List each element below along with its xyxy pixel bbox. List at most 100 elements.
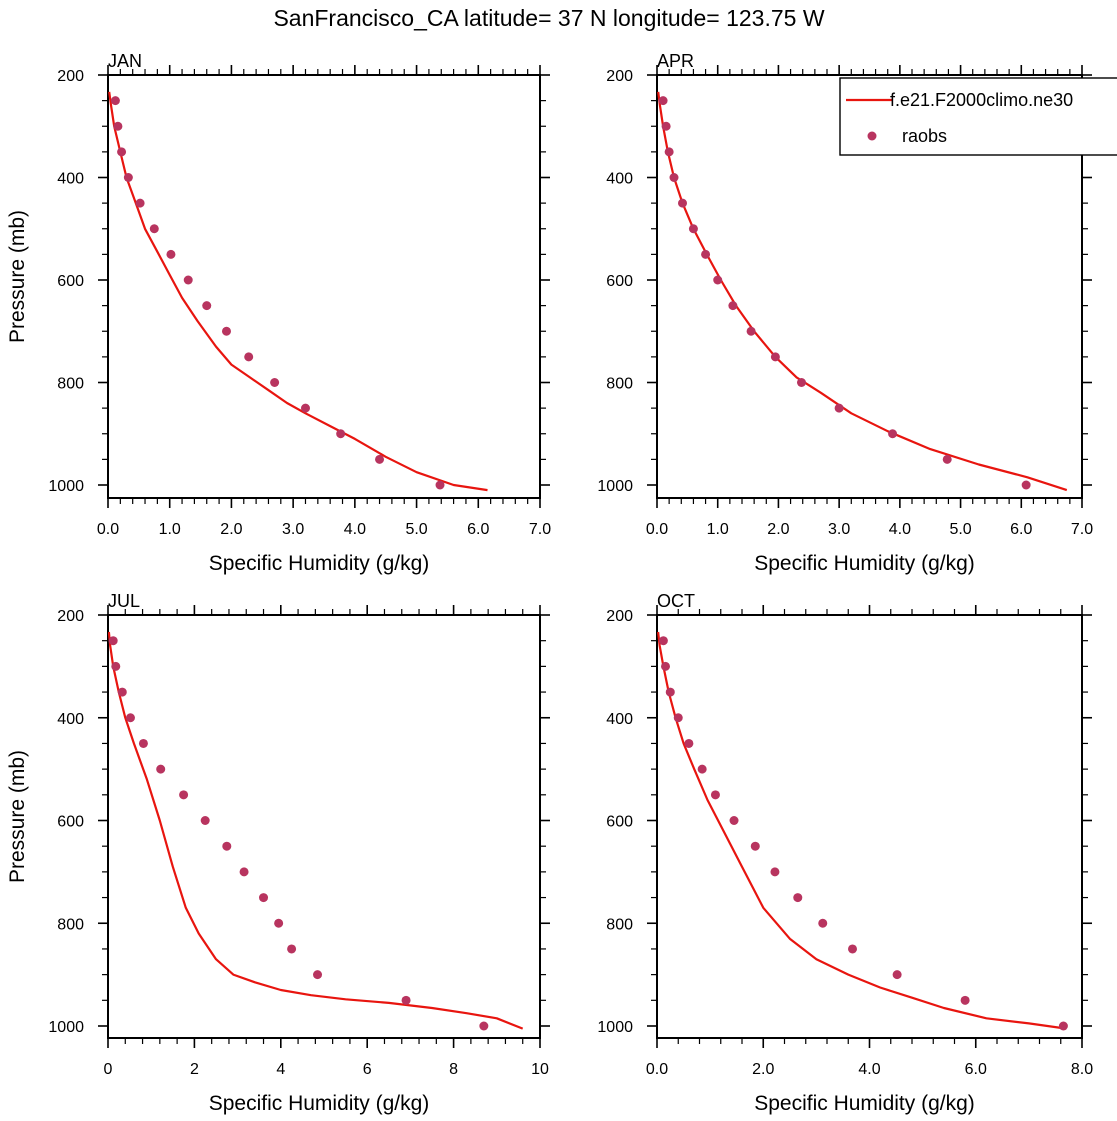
y-axis-title: Pressure (mb) (6, 210, 29, 343)
raobs-point (125, 713, 135, 723)
raobs-point (661, 121, 671, 131)
raobs-point (665, 687, 675, 697)
raobs-point (202, 301, 212, 311)
x-tick-label: 3.0 (282, 521, 304, 538)
raobs-point (259, 893, 269, 903)
raobs-point (117, 687, 127, 697)
raobs-point (684, 738, 694, 748)
legend-obs-label: raobs (902, 126, 947, 146)
y-tick-label: 600 (606, 273, 633, 290)
raobs-point (166, 249, 176, 259)
model-profile-line (657, 631, 1067, 1030)
y-axis-title: Pressure (mb) (6, 750, 29, 883)
y-tick-label: 600 (57, 273, 84, 290)
x-tick-label: 4.0 (344, 521, 366, 538)
y-tick-label: 400 (57, 171, 84, 188)
raobs-point (669, 173, 679, 182)
raobs-point (179, 790, 189, 800)
x-tick-label: 4.0 (889, 521, 911, 538)
x-tick-label: 10 (531, 1061, 549, 1078)
panels-group: JAN 200 400 600 800 1000 0.0 1.0 2.0 3.0 4.0 5.0 6.0… (6, 51, 1093, 1115)
x-tick-label: 7.0 (529, 521, 551, 538)
raobs-point (113, 121, 123, 131)
y-tick-label: 800 (57, 916, 84, 933)
raobs-point (300, 403, 310, 413)
y-tick-label: 1000 (48, 1019, 84, 1036)
raobs-point (728, 301, 738, 311)
model-profile-line (108, 91, 488, 492)
legend: f.e21.F2000climo.ne30 raobs (839, 77, 1117, 156)
x-tick-label: 3.0 (828, 521, 850, 538)
raobs-point (746, 326, 756, 336)
raobs-point (221, 326, 231, 336)
x-tick-label: 6 (363, 1061, 372, 1078)
y-tick-label: 200 (606, 608, 633, 625)
raobs-point (200, 816, 210, 825)
raobs-point (793, 893, 803, 903)
x-tick-label: 8.0 (1071, 1061, 1093, 1078)
y-tick-label: 800 (57, 376, 84, 393)
panel-label: OCT (657, 591, 695, 611)
y-tick-label: 1000 (597, 1019, 633, 1036)
x-tick-label: 7.0 (1071, 521, 1093, 538)
x-tick-label: 1.0 (159, 521, 181, 538)
legend-box (839, 77, 1117, 156)
raobs-point (658, 636, 668, 646)
x-axis-title: Specific Humidity (g/kg) (754, 552, 975, 575)
raobs-point (673, 713, 683, 723)
x-tick-label: 2.0 (752, 1061, 774, 1078)
x-tick-label: 0 (104, 1061, 113, 1078)
legend-model-label: f.e21.F2000climo.ne30 (890, 90, 1073, 110)
raobs-point (123, 173, 133, 182)
x-tick-label: 6.0 (1010, 521, 1032, 538)
raobs-point (222, 841, 232, 851)
y-tick-label: 400 (606, 171, 633, 188)
raobs-point (688, 224, 698, 234)
x-tick-label: 6.0 (467, 521, 489, 538)
raobs-point (479, 1021, 489, 1031)
raobs-point (156, 764, 166, 774)
raobs-point (111, 661, 121, 671)
x-tick-label: 5.0 (405, 521, 427, 538)
raobs-point (710, 790, 720, 800)
raobs-point (274, 918, 284, 928)
raobs-point (658, 96, 668, 106)
x-tick-label: 5.0 (949, 521, 971, 538)
raobs-point (888, 429, 898, 439)
raobs-point (770, 352, 780, 362)
x-tick-label: 2.0 (220, 521, 242, 538)
raobs-point (750, 841, 760, 851)
raobs-point (892, 970, 902, 980)
panel-oct: OCT 200 400 600 800 1000 0.0 2.0 4.0 6.0 8.0 Specif… (597, 591, 1093, 1115)
raobs-point (729, 816, 739, 825)
panel-jan: JAN 200 400 600 800 1000 0.0 1.0 2.0 3.0 4.0 5.0 6.0… (6, 51, 551, 575)
raobs-point (435, 480, 445, 490)
raobs-point (270, 378, 280, 387)
x-tick-label: 8 (449, 1061, 458, 1078)
raobs-point (834, 403, 844, 413)
x-tick-label: 4 (276, 1061, 285, 1078)
y-tick-label: 200 (606, 68, 633, 85)
raobs-point (661, 661, 670, 671)
raobs-point (713, 275, 723, 285)
raobs-point (135, 198, 145, 208)
panel-label: JUL (108, 591, 140, 611)
raobs-point (664, 147, 674, 157)
raobs-point (678, 198, 687, 208)
raobs-point (848, 944, 857, 954)
raobs-point (401, 995, 411, 1005)
raobs-point (960, 995, 970, 1005)
raobs-point (1058, 1021, 1068, 1031)
x-tick-label: 0.0 (646, 1061, 668, 1078)
raobs-point (183, 275, 193, 285)
y-tick-label: 400 (606, 711, 633, 728)
raobs-point (697, 764, 707, 774)
raobs-point (138, 738, 148, 748)
raobs-point (942, 454, 952, 464)
raobs-point (770, 867, 780, 877)
x-axis-title: Specific Humidity (g/kg) (209, 1092, 430, 1115)
y-tick-label: 600 (606, 814, 633, 831)
x-tick-label: 4.0 (858, 1061, 880, 1078)
plot-frame (656, 74, 1083, 499)
